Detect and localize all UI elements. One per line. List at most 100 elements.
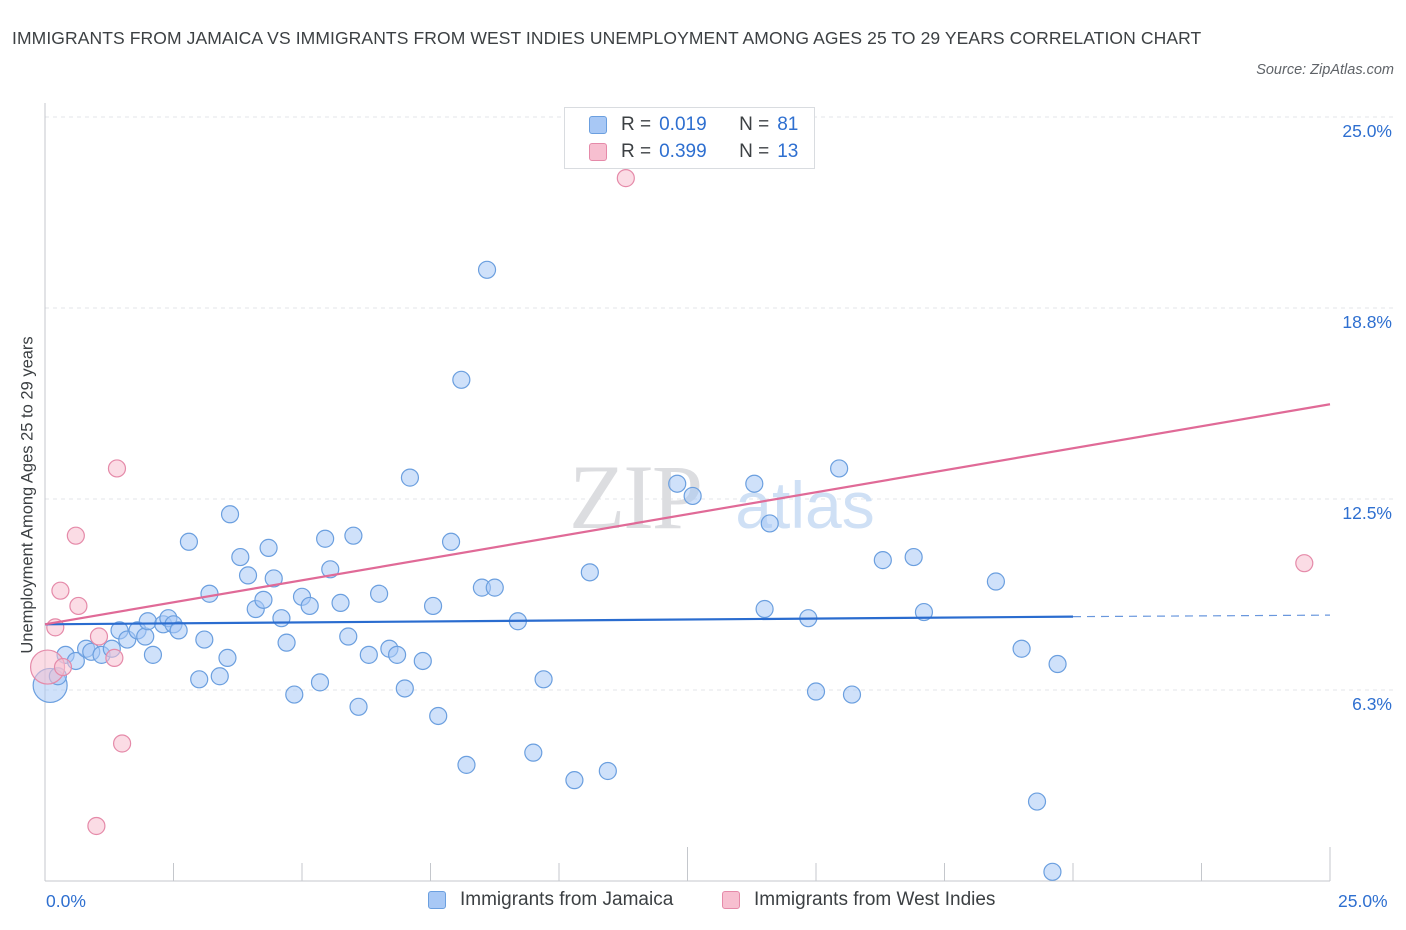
jamaica-point	[668, 474, 687, 493]
jamaica-point	[143, 645, 163, 664]
jamaica-point	[806, 682, 826, 701]
jamaica-point	[477, 260, 497, 279]
jamaica-trend-extension	[1072, 614, 1331, 618]
jamaica-point	[413, 651, 432, 671]
x-tick-label-min: 0.0%	[46, 891, 86, 911]
jamaica-point	[136, 627, 155, 646]
correlation-legend: R = 0.019 N = 81 R = 0.399 N = 13	[564, 107, 815, 169]
axes	[44, 103, 1331, 882]
r-label: R =	[621, 141, 652, 162]
jamaica-point	[986, 572, 1006, 591]
jamaica-point	[316, 529, 335, 548]
jamaica-point	[344, 526, 363, 545]
jamaica-point	[210, 667, 229, 686]
jamaica-point	[423, 596, 443, 616]
jamaica-point	[1048, 654, 1067, 674]
jamaica-point	[254, 590, 273, 609]
jamaica-point	[914, 602, 934, 622]
r-value: 0.399	[659, 141, 707, 162]
jamaica-point	[190, 670, 209, 689]
jamaica-point	[370, 584, 389, 603]
trend-lines	[44, 403, 1331, 626]
legend-item-west-indies[interactable]: Immigrants from West Indies	[722, 889, 995, 911]
west-indies-point	[107, 459, 127, 478]
west-indies-point	[87, 816, 106, 836]
jamaica-point	[259, 538, 278, 557]
n-label: N =	[739, 141, 770, 162]
jamaica-swatch	[589, 116, 607, 134]
jamaica-point	[452, 370, 471, 389]
jamaica-point	[387, 645, 407, 664]
west-indies-point	[53, 657, 73, 677]
series-legend: Immigrants from Jamaica Immigrants from …	[0, 889, 1406, 915]
jamaica-point	[179, 532, 199, 551]
jamaica-point	[755, 599, 774, 619]
jamaica-point	[441, 532, 461, 551]
jamaica-point	[264, 569, 283, 588]
jamaica-point	[457, 755, 476, 774]
r-value: 0.019	[659, 114, 707, 135]
jamaica-point	[285, 685, 304, 704]
jamaica-point	[485, 578, 504, 597]
legend-row-jamaica: R = 0.019 N = 81	[589, 112, 798, 138]
source-label: Source: ZipAtlas.com	[1256, 62, 1394, 78]
jamaica-point	[200, 584, 219, 603]
watermark-zip: ZIP	[569, 446, 701, 548]
west-indies-point	[89, 627, 109, 646]
jamaica-points	[32, 260, 1067, 881]
chart-title: IMMIGRANTS FROM JAMAICA VS IMMIGRANTS FR…	[12, 28, 1202, 48]
west-indies-point	[112, 734, 132, 753]
west-indies-swatch	[722, 891, 740, 909]
jamaica-point	[745, 474, 764, 493]
jamaica-swatch	[428, 891, 446, 909]
jamaica-point	[138, 612, 157, 631]
jamaica-point	[830, 459, 849, 478]
jamaica-point	[169, 621, 188, 640]
jamaica-point	[321, 560, 340, 579]
jamaica-point	[272, 609, 291, 628]
west-indies-point	[616, 169, 635, 188]
west-indies-point	[51, 581, 70, 600]
west-indies-point	[105, 648, 124, 668]
legend-row-west-indies: R = 0.399 N = 13	[589, 139, 798, 165]
west-indies-points	[29, 169, 1314, 836]
west-indies-swatch	[589, 143, 607, 161]
y-tick-label: 6.3%	[1352, 694, 1392, 714]
jamaica-point	[359, 645, 378, 664]
jamaica-point	[760, 514, 779, 533]
jamaica-point	[873, 551, 892, 570]
n-label: N =	[739, 114, 770, 135]
y-tick-label: 25.0%	[1342, 121, 1392, 141]
jamaica-point	[565, 771, 584, 790]
watermark: ZIP atlas	[569, 446, 875, 548]
jamaica-point	[231, 547, 250, 567]
jamaica-point	[1012, 639, 1031, 658]
jamaica-point	[580, 563, 599, 582]
jamaica-point	[904, 547, 923, 567]
n-value: 81	[777, 114, 799, 135]
jamaica-point	[218, 648, 237, 668]
jamaica-point	[524, 743, 543, 762]
y-tick-label: 12.5%	[1342, 503, 1392, 523]
legend-item-jamaica[interactable]: Immigrants from Jamaica	[428, 889, 673, 911]
jamaica-trend-line	[44, 615, 1074, 626]
jamaica-point	[598, 761, 617, 781]
y-tick-label: 18.8%	[1342, 312, 1392, 332]
jamaica-point	[339, 627, 358, 646]
jamaica-point	[429, 706, 448, 726]
r-label: R =	[621, 114, 652, 135]
jamaica-point	[842, 685, 862, 704]
jamaica-point	[395, 679, 414, 698]
west-indies-point	[66, 526, 85, 545]
jamaica-point	[683, 486, 702, 506]
jamaica-point	[300, 596, 319, 616]
jamaica-point	[400, 468, 420, 487]
jamaica-point	[349, 697, 368, 716]
jamaica-point	[277, 633, 296, 652]
n-value: 13	[777, 141, 799, 162]
west-indies-point	[69, 596, 88, 616]
legend-label-jamaica: Immigrants from Jamaica	[460, 889, 674, 910]
jamaica-point	[220, 505, 240, 524]
jamaica-point	[195, 630, 214, 649]
